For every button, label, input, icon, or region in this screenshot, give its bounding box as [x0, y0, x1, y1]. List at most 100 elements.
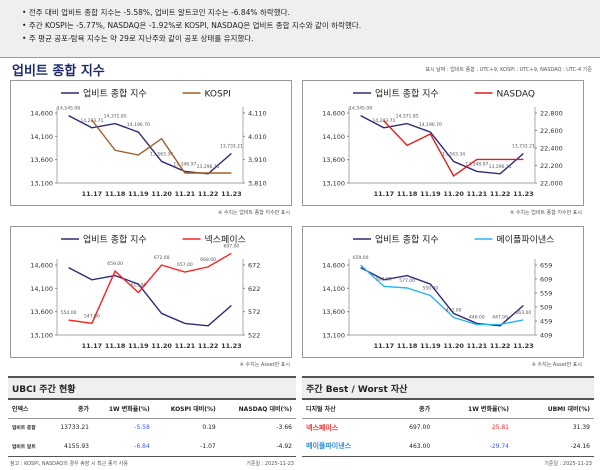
legend-label: 메이플파이낸스	[497, 235, 555, 246]
chart-footnote: ※ 수치는 업비트 종합 지수만 표시	[218, 210, 290, 216]
table-row: 메이플파이낸스 463.00 -29.74 -24.16	[302, 437, 594, 457]
col-header: 인덱스	[8, 400, 48, 419]
data-label: 472.00	[446, 307, 462, 313]
data-label: 659.00	[353, 255, 369, 261]
series-line	[68, 266, 232, 327]
asset-link[interactable]: 넥스페이스	[306, 423, 339, 432]
chart-panel-maple: 업비트 종합 지수 메이플파이낸스 13,100 13,600 14,100 14,600…	[302, 226, 584, 358]
table-row: 업비트 종합 13733.21 -5.58 0.19 -3.66	[8, 418, 296, 437]
y-tick-label: 13,600	[322, 308, 345, 316]
data-label: 13,296.11	[489, 164, 512, 170]
data-label: 13,733.21	[220, 143, 243, 149]
ubci-weekly-table: UBCI 주간 현황 인덱스 종가 1W 변화율(%) KOSPI 대비(%) NASD…	[8, 376, 296, 470]
col-header: NASDAQ 대비(%)	[219, 400, 296, 419]
legend-label: 업비트 종합 지수	[375, 89, 439, 100]
chart-panel-nasdaq: 업비트 종합 지수 NASDAQ 13,100 13,600 14,100 14,600 2…	[302, 80, 584, 206]
data-label: 577.00	[399, 278, 415, 284]
data-label: 14,190.70	[419, 122, 442, 128]
y-tick-label: 13,600	[322, 156, 345, 164]
summary-line: 주 평균 공포-탐욕 지수는 약 29로 지난주와 같이 공포 상태를 유지했다…	[22, 32, 600, 45]
best-worst-table: 주간 Best / Worst 자산 디지털 자산 종가 1W 변화율(%) UBMI…	[302, 376, 594, 470]
cell: -24.16	[513, 437, 594, 457]
cell: -1.07	[153, 437, 220, 457]
cell: 4155.93	[47, 437, 93, 457]
data-label: 13,296.11	[197, 164, 220, 170]
data-label: 550.00	[423, 286, 439, 292]
y2-tick-label: 22,400	[540, 145, 563, 153]
x-tick-label: 11.22	[490, 190, 511, 198]
table-date: 기준일 : 2025-11-23	[544, 460, 592, 467]
data-label: 697.00	[224, 243, 240, 249]
data-label: 14,545.08	[57, 106, 80, 112]
x-tick-label: 11.22	[490, 342, 511, 350]
y2-tick-label: 22,800	[540, 110, 563, 118]
y-tick-label: 14,600	[322, 110, 345, 118]
x-tick-label: 11.18	[105, 190, 126, 198]
y-tick-label: 14,600	[30, 262, 53, 270]
cell: 업비트 종합	[12, 426, 36, 432]
x-tick-label: 11.20	[151, 342, 172, 350]
summary-line: 전주 대비 업비트 종합 지수는 -5.58%, 업비트 알트코인 지수는 -6…	[22, 6, 600, 19]
col-header: 종가	[47, 400, 93, 419]
table-note: 참고 : KOSPI, NASDAQ의 경우 휴장 시 최근 종가 사용	[10, 460, 128, 467]
series-line	[360, 266, 524, 327]
y-tick-label: 14,600	[322, 262, 345, 270]
y-tick-label: 13,600	[30, 156, 53, 164]
col-header: 종가	[387, 400, 435, 419]
legend-label: NASDAQ	[497, 90, 535, 100]
col-header: 1W 변화율(%)	[434, 400, 513, 419]
x-tick-label: 11.20	[443, 190, 464, 198]
x-tick-label: 11.23	[513, 190, 534, 198]
legend-label: KOSPI	[205, 90, 231, 100]
x-tick-label: 11.19	[128, 342, 149, 350]
legend-label: 업비트 종합 지수	[375, 235, 439, 246]
y-tick-label: 13,600	[30, 308, 53, 316]
x-tick-label: 11.23	[221, 342, 242, 350]
x-tick-label: 11.17	[82, 342, 103, 350]
y2-tick-label: 22,000	[540, 180, 563, 188]
chart-panel-kospi: 업비트 종합 지수 KOSPI 13,100 13,600 14,100 14,600 3,…	[10, 80, 292, 206]
x-tick-label: 11.18	[105, 342, 126, 350]
x-tick-label: 11.21	[175, 342, 196, 350]
y-tick-label: 14,100	[30, 133, 53, 141]
y2-tick-label: 3,810	[248, 180, 267, 188]
y-tick-label: 13,100	[322, 180, 345, 188]
cell: 31.39	[572, 424, 590, 432]
x-tick-label: 11.18	[397, 342, 418, 350]
cell: 463.00	[387, 437, 435, 457]
table-title: UBCI 주간 현황	[8, 378, 296, 400]
x-tick-label: 11.17	[374, 342, 395, 350]
data-label: 13,563.34	[150, 151, 173, 157]
table-header-row: 인덱스 종가 1W 변화율(%) KOSPI 대비(%) NASDAQ 대비(%)	[8, 400, 296, 419]
summary-box: 전주 대비 업비트 종합 지수는 -5.58%, 업비트 알트코인 지수는 -6…	[0, 0, 600, 58]
y2-tick-label: 572	[248, 308, 260, 316]
data-label: 13,733.21	[512, 143, 535, 149]
x-tick-label: 11.18	[397, 190, 418, 198]
series-line	[383, 120, 524, 178]
y-tick-label: 13,100	[322, 332, 345, 340]
data-label: 14,190.70	[127, 122, 150, 128]
y-tick-label: 14,100	[322, 285, 345, 293]
legend-label: 업비트 종합 지수	[83, 235, 147, 246]
y2-tick-label: 3,910	[248, 156, 267, 164]
cell: 0.19	[202, 424, 216, 432]
y-tick-label: 13,100	[30, 332, 53, 340]
x-tick-label: 11.17	[82, 190, 103, 198]
data-label: 668.00	[200, 257, 216, 263]
x-tick-label: 11.21	[467, 342, 488, 350]
y2-tick-label: 509	[540, 304, 552, 312]
series-line	[91, 119, 232, 174]
asset-link[interactable]: 메이플파이낸스	[302, 437, 388, 457]
series-line	[360, 264, 524, 326]
col-header: KOSPI 대비(%)	[153, 400, 220, 419]
x-tick-label: 11.19	[420, 342, 441, 350]
data-label: 547.00	[84, 313, 100, 319]
x-tick-label: 11.23	[221, 190, 242, 198]
legend-label: 업비트 종합 지수	[83, 89, 147, 100]
data-label: 14,545.08	[349, 106, 372, 112]
cell: -6.84	[92, 437, 154, 457]
table-header-row: 디지털 자산 종가 1W 변화율(%) UBMI 대비(%)	[302, 400, 594, 419]
series-line	[360, 114, 524, 175]
y2-tick-label: 4,010	[248, 133, 267, 141]
data-label: 463.00	[516, 310, 532, 316]
